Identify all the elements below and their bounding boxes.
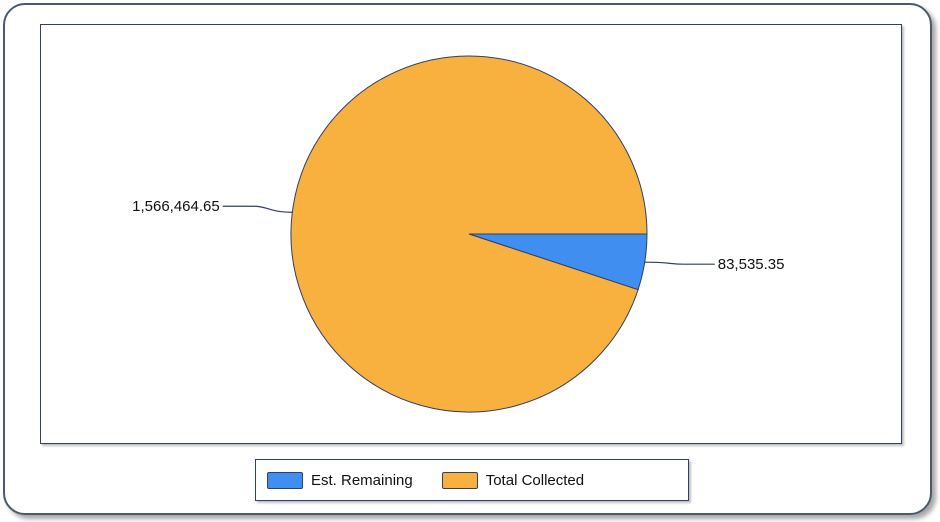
pie-slices bbox=[290, 55, 648, 413]
legend-swatch-est-remaining bbox=[267, 471, 303, 489]
leader-lines bbox=[222, 205, 715, 265]
legend-swatch-total-collected bbox=[441, 471, 478, 489]
data-label-total-collected: 1,566,464.65 bbox=[132, 198, 220, 215]
legend-item-total-collected: Total Collected bbox=[441, 471, 585, 489]
legend-label-est-remaining: Est. Remaining bbox=[311, 471, 413, 489]
data-labels: 83,535.35 1,566,464.65 bbox=[132, 198, 784, 273]
pie-slice-total-collected bbox=[290, 55, 648, 413]
legend-item-est-remaining: Est. Remaining bbox=[267, 471, 413, 489]
legend-label-total-collected: Total Collected bbox=[485, 471, 585, 489]
legend: Est. Remaining Total Collected bbox=[255, 459, 689, 501]
data-label-est-remaining: 83,535.35 bbox=[718, 256, 785, 273]
leader-line-total-collected bbox=[222, 205, 293, 213]
leader-line-est-remaining bbox=[644, 261, 715, 265]
